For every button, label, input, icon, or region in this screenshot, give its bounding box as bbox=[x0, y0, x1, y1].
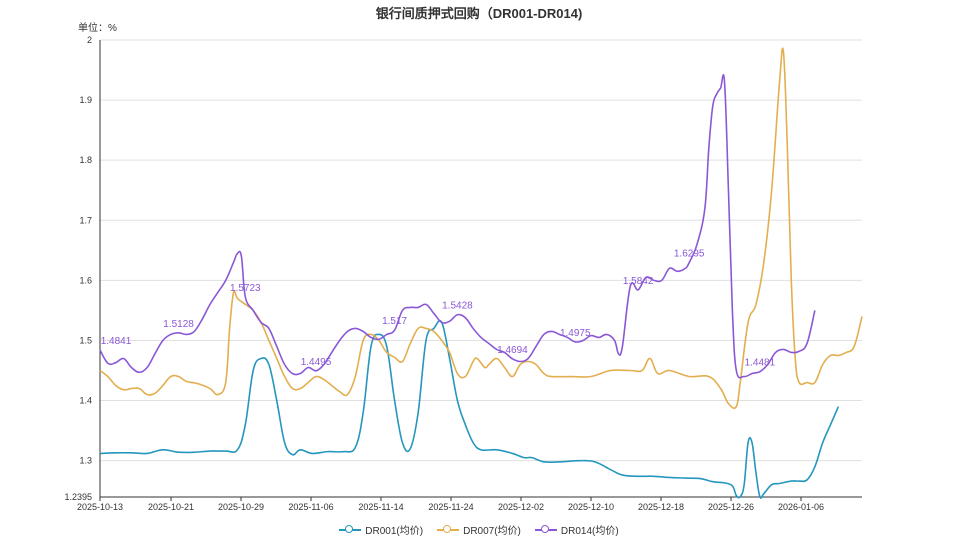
x-tick-label: 2025-11-14 bbox=[358, 502, 403, 512]
legend-swatch bbox=[339, 524, 362, 535]
legend-item[interactable]: DR007(均价) bbox=[437, 522, 521, 537]
data-label: 1.5428 bbox=[442, 301, 473, 312]
y-tick-label: 1.3 bbox=[79, 456, 92, 466]
x-tick-label: 2026-01-06 bbox=[778, 502, 824, 512]
data-label: 1.5723 bbox=[230, 283, 261, 294]
legend-item[interactable]: DR001(均价) bbox=[339, 522, 423, 537]
series-line-1 bbox=[99, 319, 840, 499]
x-axis: 2025-10-13 2025-10-21 2025-10-29 2025-11-06… bbox=[77, 496, 862, 512]
x-tick-label: 2025-10-29 bbox=[218, 502, 264, 512]
x-tick-label: 2025-12-18 bbox=[638, 502, 684, 512]
chart-title: 银行间质押式回购（DR001-DR014) bbox=[375, 6, 583, 21]
y-tick-label: 1.8 bbox=[79, 155, 92, 165]
series-layer bbox=[99, 47, 863, 499]
data-label: 1.4841 bbox=[101, 336, 132, 347]
data-label: 1.4495 bbox=[301, 357, 332, 368]
data-label: 1.4694 bbox=[497, 345, 528, 356]
y-tick-label: 1.5 bbox=[79, 335, 92, 345]
x-tick-label: 2025-12-02 bbox=[498, 502, 544, 512]
x-tick-label: 2025-11-24 bbox=[428, 502, 473, 512]
x-tick-label: 2025-10-13 bbox=[77, 502, 123, 512]
data-label: 1.517 bbox=[382, 316, 407, 327]
data-label: 1.6295 bbox=[674, 249, 705, 260]
y-tick-label: 1.7 bbox=[79, 215, 92, 225]
series-line-3 bbox=[99, 74, 816, 379]
legend-label: DR014(均价) bbox=[560, 526, 619, 537]
x-tick-label: 2025-11-06 bbox=[288, 502, 333, 512]
legend-label: DR007(均价) bbox=[463, 526, 521, 537]
unit-label: 单位：% bbox=[78, 23, 117, 34]
y-tick-label: 1.2395 bbox=[64, 492, 92, 502]
y-tick-label: 1.9 bbox=[79, 95, 92, 105]
data-label: 1.4975 bbox=[560, 328, 591, 339]
y-tick-label: 2 bbox=[87, 35, 92, 45]
y-axis: 1.2395 1.3 1.4 1.5 1.6 1.7 1.8 1.9 2 bbox=[64, 35, 101, 502]
x-tick-label: 2025-10-21 bbox=[148, 502, 194, 512]
x-tick-label: 2025-12-26 bbox=[708, 502, 754, 512]
grid-lines bbox=[100, 39, 862, 462]
data-label: 1.4481 bbox=[745, 358, 776, 369]
y-tick-label: 1.4 bbox=[79, 396, 92, 406]
x-tick-label: 2025-12-10 bbox=[568, 502, 614, 512]
legend-swatch bbox=[534, 524, 557, 535]
data-labels: 1.4841 1.5128 1.5723 1.4495 1.517 1.5428 1.469… bbox=[101, 249, 776, 369]
legend-label: DR001(均价) bbox=[365, 526, 424, 537]
legend-item[interactable]: DR014(均价) bbox=[534, 522, 619, 537]
data-label: 1.5842 bbox=[623, 276, 654, 287]
data-label: 1.5128 bbox=[163, 319, 194, 330]
legend: DR001(均价) DR007(均价) DR014(均价) bbox=[0, 522, 958, 537]
legend-swatch bbox=[437, 524, 460, 535]
y-tick-label: 1.6 bbox=[79, 275, 92, 285]
series-line-2 bbox=[99, 47, 863, 409]
